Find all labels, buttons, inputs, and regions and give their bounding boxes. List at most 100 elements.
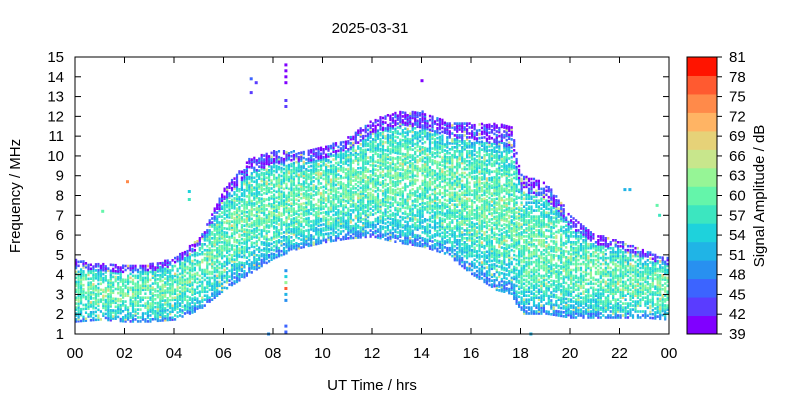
heat-cell: [399, 162, 402, 165]
heat-cell: [233, 268, 236, 271]
heat-cell: [367, 124, 370, 128]
heat-cell: [282, 248, 286, 252]
heat-cell: [332, 217, 335, 221]
heat-cell: [250, 199, 253, 203]
heat-cell: [359, 192, 362, 196]
heat-cell: [310, 228, 313, 231]
heat-cell: [310, 240, 313, 243]
heat-cell: [307, 234, 310, 238]
heat-cell: [285, 176, 288, 180]
heat-cell: [359, 133, 362, 136]
heat-cell: [369, 233, 372, 236]
heat-cell: [228, 192, 231, 195]
heat-cell: [396, 231, 399, 234]
heat-cell: [424, 245, 427, 249]
heat-cell: [134, 302, 137, 305]
heat-cell: [198, 278, 201, 282]
heat-cell: [245, 205, 248, 208]
heat-cell: [337, 187, 340, 190]
heat-cell: [127, 288, 130, 292]
heat-cell: [396, 136, 399, 139]
heat-cell: [322, 169, 325, 173]
heat-cell: [77, 296, 80, 299]
heat-cell: [419, 218, 422, 222]
heat-cell: [419, 119, 422, 123]
heat-cell: [367, 223, 370, 227]
heat-cell: [216, 241, 219, 244]
heat-cell: [419, 129, 422, 133]
heat-cell: [104, 267, 107, 270]
heat-cell: [181, 253, 184, 257]
heat-cell: [297, 187, 300, 191]
heat-cell: [228, 253, 231, 257]
heat-cell: [389, 166, 392, 169]
heat-cell: [352, 161, 355, 164]
heat-cell: [352, 203, 355, 206]
heat-cell: [369, 150, 372, 153]
heat-cell: [260, 260, 263, 264]
heat-cell: [233, 210, 236, 214]
heat-cell: [436, 154, 439, 158]
heat-cell: [428, 128, 432, 132]
heat-cell: [367, 178, 370, 181]
heat-cell: [94, 269, 97, 272]
heat-cell: [174, 318, 177, 321]
heat-cell: [159, 277, 162, 281]
heat-cell: [282, 246, 286, 250]
heat-cell: [411, 233, 414, 237]
heat-cell: [107, 279, 110, 282]
heat-cell: [354, 135, 357, 139]
heat-cell: [359, 196, 362, 200]
heat-cell: [317, 163, 320, 166]
heat-cell: [92, 312, 95, 316]
heat-cell: [84, 297, 88, 301]
heat-cell: [84, 275, 88, 279]
heat-cell: [426, 230, 429, 234]
heat-cell: [401, 111, 404, 114]
heat-cell: [424, 218, 427, 221]
heat-cell: [292, 217, 295, 220]
heat-cell: [198, 274, 201, 278]
heat-cell: [258, 201, 261, 204]
heat-cell: [235, 227, 239, 230]
heat-cell: [436, 166, 439, 170]
heat-cell: [233, 252, 236, 256]
heat-cell: [250, 178, 253, 181]
heat-cell: [414, 190, 417, 193]
heat-cell: [386, 129, 389, 133]
heat-cell: [401, 123, 404, 126]
heat-cell: [134, 292, 137, 295]
heat-cell: [174, 264, 177, 268]
heat-cell: [431, 133, 434, 136]
heat-cell: [268, 204, 271, 208]
heat-cell: [112, 285, 115, 289]
heat-cell: [344, 213, 347, 217]
heat-cell: [424, 150, 427, 154]
heat-cell: [87, 283, 90, 287]
heat-cell: [250, 193, 253, 197]
heat-cell: [268, 174, 271, 178]
heat-cell: [404, 186, 407, 190]
heat-cell: [248, 193, 251, 197]
heat-cell: [240, 245, 243, 249]
heat-cell: [270, 159, 273, 163]
heat-cell: [332, 209, 335, 213]
heat-cell: [233, 193, 236, 196]
heat-cell: [406, 147, 409, 151]
heat-cell: [337, 153, 340, 157]
heat-cell: [416, 234, 419, 237]
heat-cell: [347, 193, 350, 197]
heat-cell: [223, 264, 226, 268]
heat-cell: [305, 175, 308, 179]
heat-cell: [347, 140, 350, 143]
heat-cell: [203, 256, 206, 260]
heat-cell: [260, 231, 263, 234]
heat-cell: [102, 290, 105, 294]
heat-cell: [362, 158, 365, 162]
heat-cell: [401, 164, 404, 168]
heat-cell: [436, 142, 439, 146]
heat-cell: [322, 185, 325, 189]
heat-cell: [141, 272, 144, 276]
heat-cell: [260, 219, 263, 222]
heat-cell: [327, 238, 330, 241]
